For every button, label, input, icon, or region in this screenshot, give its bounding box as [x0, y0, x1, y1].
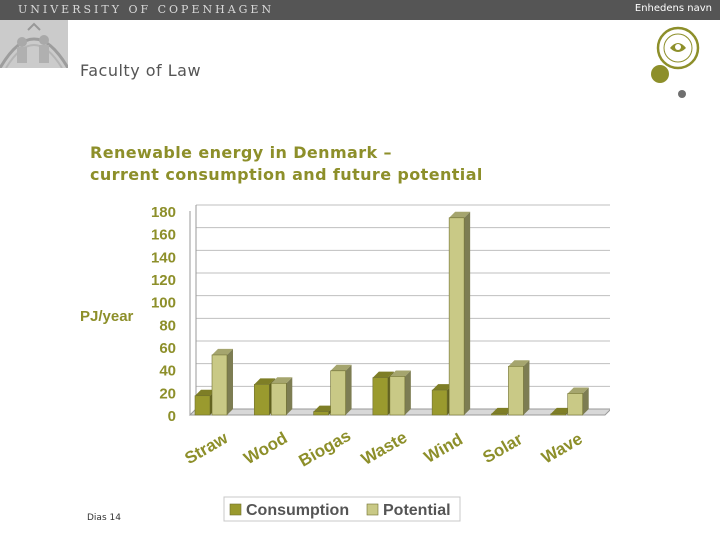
bar-potential-wave [567, 387, 589, 416]
bar-front [372, 377, 389, 416]
bar-potential-solar [508, 360, 530, 416]
y-tick-label: 60 [159, 340, 176, 357]
bar-side [523, 360, 530, 415]
y-tick-label: 180 [151, 204, 176, 221]
slide-number: Dias 14 [87, 513, 121, 523]
legend-label-consumption: Consumption [246, 502, 349, 519]
bar-front [567, 393, 584, 416]
unit-name: Enhedens navn [634, 3, 712, 14]
bar-potential-biogas [330, 364, 352, 416]
bar-side [464, 211, 471, 415]
bar-top [567, 387, 589, 394]
bar-top [195, 389, 216, 396]
x-tick-label-waste: Waste [358, 428, 410, 469]
legend-swatch-potential [366, 503, 379, 516]
decorative-dot [651, 65, 669, 83]
bar-top [254, 378, 276, 385]
legend-swatch-consumption [229, 503, 242, 516]
slide-title-line-1: Renewable energy in Denmark – [90, 143, 392, 162]
y-tick-label: 40 [159, 363, 176, 380]
bar-potential-wood [270, 377, 293, 416]
bar-top [432, 384, 454, 391]
legend-label-potential: Potential [383, 502, 451, 519]
bar-top [330, 364, 352, 371]
legend-box [223, 496, 461, 522]
bar-chart: 0 20 40 60 80 100 120 140 160 180 PJ/year Straw Wood… [80, 204, 610, 522]
bar-potential-waste [389, 370, 411, 416]
bar-front [270, 382, 287, 416]
stone-relief-image [0, 20, 68, 68]
legend: Consumption Potential [223, 496, 461, 522]
bar-front [194, 395, 211, 416]
bar-side [404, 370, 411, 415]
bar-front [313, 411, 329, 416]
bar-side [345, 364, 352, 415]
bar-top [508, 360, 530, 367]
y-axis-label: PJ/year [80, 308, 134, 325]
bar-top [271, 377, 293, 384]
y-tick-label: 140 [151, 249, 176, 266]
y-tick-label: 0 [168, 408, 176, 425]
y-tick-label: 80 [159, 317, 176, 334]
bar-front [491, 413, 507, 416]
bar-top [550, 407, 572, 414]
bar-potential-wind [448, 211, 471, 416]
bar-front [550, 413, 567, 416]
bar-front [330, 370, 346, 416]
bar-top [372, 371, 394, 378]
x-tick-label-wave: Wave [538, 429, 585, 467]
bar-front [389, 376, 406, 416]
university-seal-icon [656, 26, 700, 70]
bar-front [211, 354, 228, 416]
x-tick-label-straw: Straw [181, 428, 231, 468]
slide-title-line-2: current consumption and future potential [90, 165, 483, 184]
y-tick-label: 100 [151, 295, 176, 312]
bar-top [212, 348, 233, 355]
slide-title: Renewable energy in Denmark – current co… [90, 142, 483, 186]
bar-side [286, 377, 293, 415]
bar-potential-straw [211, 348, 233, 416]
x-tick-label-wind: Wind [421, 430, 466, 467]
university-name: UNIVERSITY OF COPENHAGEN [18, 3, 275, 16]
bar-front [253, 384, 270, 416]
bar-front [448, 217, 465, 416]
x-tick-label-biogas: Biogas [296, 426, 355, 471]
bar-top [491, 407, 513, 414]
bar-side [582, 387, 589, 415]
bar-top [389, 370, 411, 377]
x-tick-label-wood: Wood [240, 428, 290, 468]
y-tick-label: 160 [151, 227, 176, 244]
decorative-dot-small [678, 90, 686, 98]
x-tick-label-solar: Solar [480, 429, 527, 467]
bar-front [508, 365, 524, 416]
faculty-name: Faculty of Law [80, 61, 202, 80]
header-bar: UNIVERSITY OF COPENHAGEN Enhedens navn [0, 0, 720, 20]
y-tick-label: 20 [159, 385, 176, 402]
bar-front [431, 389, 448, 416]
bar-top [313, 405, 335, 412]
y-tick-label: 120 [151, 272, 176, 289]
bar-side [227, 348, 233, 415]
bar-top [449, 211, 471, 218]
